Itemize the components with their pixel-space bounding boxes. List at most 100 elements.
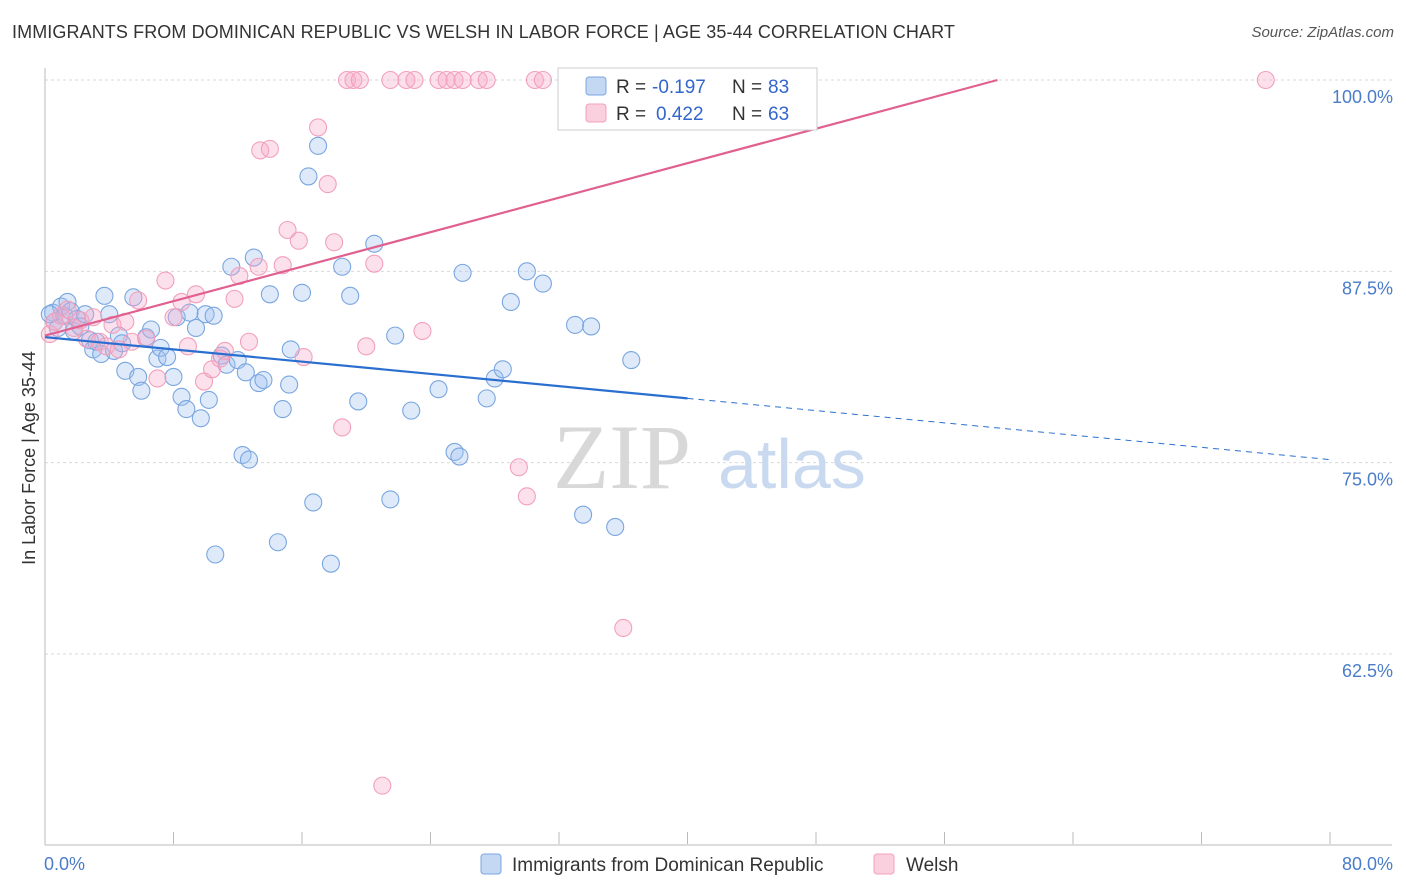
dominican-point <box>177 400 196 419</box>
dominican-point <box>622 351 641 370</box>
welsh-point <box>215 341 234 360</box>
watermark-zip: ZIP <box>553 406 691 508</box>
dominican-point <box>260 285 279 304</box>
axes <box>44 68 1392 846</box>
welsh-point <box>333 418 352 437</box>
series-swatch-dominican <box>480 853 502 875</box>
dominican-point <box>191 409 210 428</box>
dominican-point <box>199 390 218 409</box>
welsh-point <box>614 618 633 638</box>
dominican-point <box>132 381 151 400</box>
dominican-point <box>280 375 299 394</box>
dominican-point <box>244 248 263 267</box>
welsh-point <box>357 337 376 356</box>
legend-n-value-2: 63 <box>768 104 789 125</box>
dominican-point <box>517 262 536 281</box>
dominican-point <box>141 320 161 339</box>
welsh-trend-line <box>44 78 998 337</box>
welsh-point <box>344 70 363 90</box>
dominican-point <box>333 257 352 276</box>
dominican-point <box>477 389 496 408</box>
dominican-point <box>450 447 469 466</box>
dominican-point <box>566 315 585 334</box>
watermark-atlas: atlas <box>718 425 866 503</box>
welsh-point <box>381 70 400 90</box>
welsh-point <box>413 321 432 341</box>
welsh-point <box>129 291 148 310</box>
dominican-point <box>386 326 405 345</box>
y-tick-labels: 100.0% 87.5% 75.0% 62.5% <box>1332 87 1393 681</box>
y-tick-label: 87.5% <box>1342 278 1393 298</box>
x-tick-labels: 0.0% 80.0% <box>44 854 1393 874</box>
dominican-point <box>236 363 255 382</box>
legend-swatch-dominican <box>585 76 607 96</box>
welsh-point <box>365 254 384 273</box>
dominican-trend-line <box>44 336 688 400</box>
welsh-point <box>337 70 357 90</box>
dominican-point <box>124 288 143 307</box>
dominican-point <box>164 367 183 386</box>
dominican-point <box>349 392 368 411</box>
dominican-trend-extension <box>687 397 1331 461</box>
dominican-point <box>254 370 273 390</box>
y-tick-label: 75.0% <box>1342 470 1393 490</box>
series-legend: Immigrants from Dominican Republic Welsh <box>480 853 958 876</box>
dominican-point <box>574 505 593 524</box>
dominican-point <box>304 493 323 512</box>
dominican-point <box>204 306 223 325</box>
welsh-point <box>239 332 259 351</box>
dominican-point <box>309 136 328 155</box>
welsh-point <box>309 118 328 137</box>
welsh-point <box>251 141 270 160</box>
correlation-legend: R = -0.197 N = 83 R = 0.422 N = 63 <box>557 67 818 131</box>
welsh-point <box>164 308 183 327</box>
welsh-point <box>517 487 536 506</box>
dominican-point <box>299 167 318 186</box>
dominican-point <box>606 517 625 537</box>
dominican-point <box>239 450 259 469</box>
dominican-point <box>148 349 167 368</box>
x-tick-label: 80.0% <box>1342 854 1393 874</box>
dominican-point <box>95 286 114 305</box>
welsh-point <box>278 220 297 240</box>
y-axis-title: In Labor Force | Age 35-44 <box>19 351 39 565</box>
dominican-point <box>582 317 601 336</box>
welsh-point <box>509 458 528 477</box>
dominican-point <box>341 286 360 305</box>
legend-swatch-welsh <box>585 103 607 123</box>
welsh-point <box>325 233 344 252</box>
dominican-point <box>233 445 252 465</box>
dominican-point <box>158 348 177 367</box>
dominican-point <box>186 318 206 338</box>
welsh-point <box>1256 70 1275 90</box>
dominican-point <box>206 545 225 564</box>
dominican-point <box>501 292 520 311</box>
dominican-point <box>493 360 512 379</box>
dominican-point <box>402 401 421 420</box>
y-tick-label: 100.0% <box>1332 87 1393 107</box>
dominican-point <box>292 283 312 302</box>
watermark: ZIP atlas <box>553 406 866 508</box>
source-label: Source: ZipAtlas.com <box>1251 24 1394 41</box>
legend-n-label-1: N = <box>732 77 762 98</box>
welsh-point <box>225 289 244 308</box>
legend-r-label-2: R = <box>616 104 646 125</box>
series-swatch-welsh <box>873 853 895 875</box>
dominican-point <box>321 554 340 573</box>
welsh-point <box>318 175 337 194</box>
welsh-point <box>477 70 496 90</box>
legend-n-value-1: 83 <box>768 77 789 98</box>
welsh-point <box>350 70 369 90</box>
welsh-point <box>273 256 292 275</box>
dominican-point <box>533 274 552 293</box>
legend-r-label-1: R = <box>616 77 646 98</box>
dominican-point <box>453 263 472 282</box>
chart-title: IMMIGRANTS FROM DOMINICAN REPUBLIC VS WE… <box>12 22 955 42</box>
welsh-point <box>373 776 392 795</box>
dominican-point <box>429 380 448 399</box>
y-tick-label: 62.5% <box>1342 661 1393 681</box>
dominican-point <box>381 490 400 509</box>
trend-lines <box>44 78 1331 461</box>
dominican-point <box>268 533 287 552</box>
